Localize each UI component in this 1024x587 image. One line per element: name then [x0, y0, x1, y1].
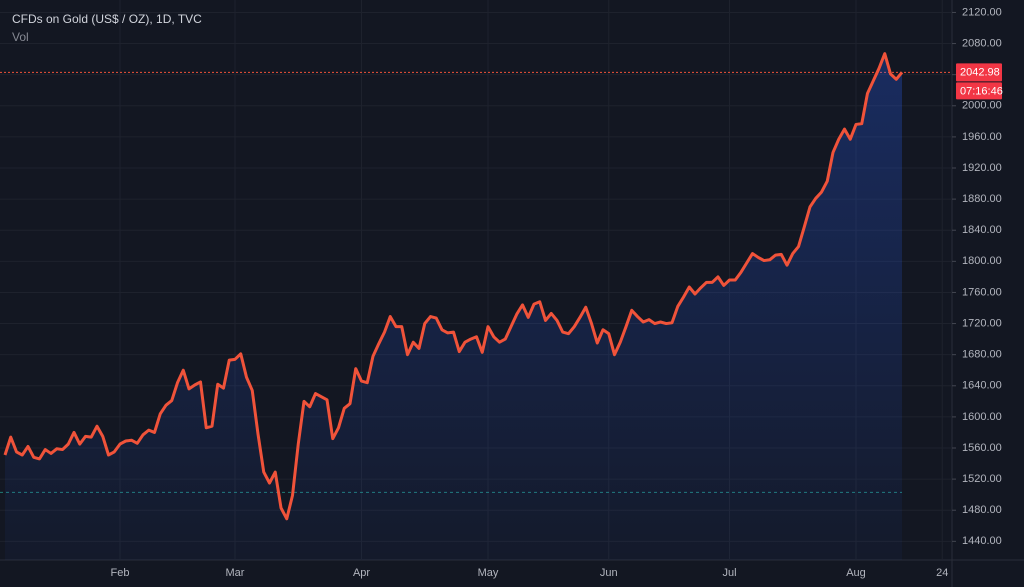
x-tick-label: Feb — [111, 567, 130, 579]
countdown-box — [956, 82, 1002, 100]
y-tick-label: 1600.00 — [962, 411, 1002, 423]
x-tick-label: 24 — [936, 567, 948, 579]
y-tick-label: 1560.00 — [962, 442, 1002, 454]
x-tick-label: Apr — [353, 567, 370, 579]
x-tick-label: Aug — [846, 567, 866, 579]
y-tick-label: 2000.00 — [962, 100, 1002, 112]
y-tick-label: 1960.00 — [962, 131, 1002, 143]
countdown-label: 07:16:46 — [960, 85, 1003, 97]
y-tick-label: 1520.00 — [962, 473, 1002, 485]
plot — [0, 52, 952, 561]
x-tick-label: May — [478, 567, 499, 579]
y-tick-label: 1880.00 — [962, 193, 1002, 205]
y-tick-label: 1680.00 — [962, 349, 1002, 361]
area-fill — [5, 53, 902, 561]
y-tick-label: 1480.00 — [962, 504, 1002, 516]
y-tick-label: 2120.00 — [962, 6, 1002, 18]
chart-title: CFDs on Gold (US$ / OZ), 1D, TVC — [12, 12, 202, 26]
y-tick-label: 1440.00 — [962, 535, 1002, 547]
price-line — [3, 52, 904, 521]
x-tick-label: Mar — [226, 567, 245, 579]
x-tick-label: Jun — [600, 567, 618, 579]
y-tick-label: 1640.00 — [962, 380, 1002, 392]
y-tick-label: 1720.00 — [962, 317, 1002, 329]
x-tick-label: Jul — [722, 567, 736, 579]
y-tick-label: 2080.00 — [962, 37, 1002, 49]
last-price-label: 2042.98 — [960, 66, 1000, 78]
subtitle: Vol — [12, 30, 29, 44]
y-tick-label: 1920.00 — [962, 162, 1002, 174]
y-tick-label: 1760.00 — [962, 286, 1002, 298]
y-tick-label: 1800.00 — [962, 255, 1002, 267]
y-tick-label: 1840.00 — [962, 224, 1002, 236]
last-price-box — [956, 63, 1002, 82]
